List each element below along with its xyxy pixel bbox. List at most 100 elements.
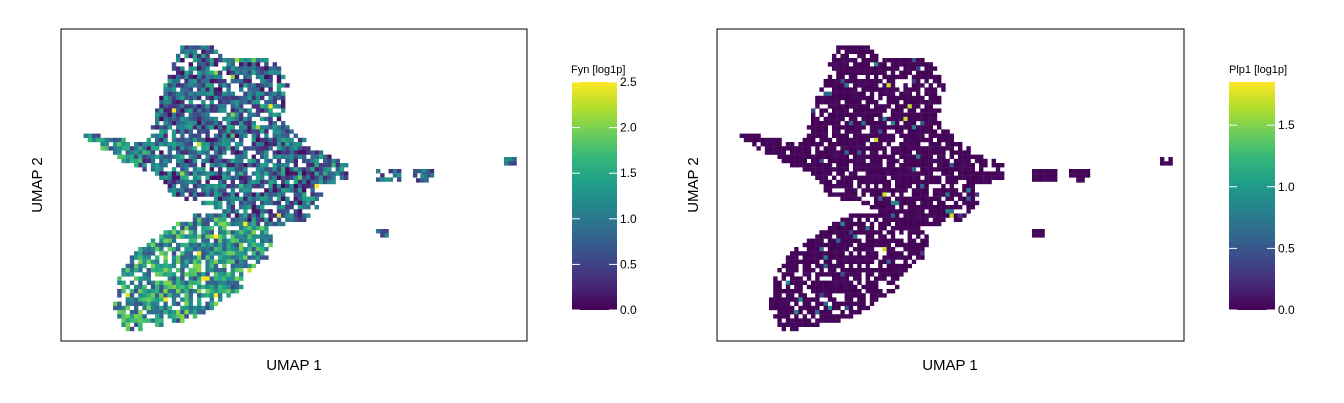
umap-point (188, 142, 193, 147)
umap-point (247, 247, 252, 252)
umap-point (180, 221, 185, 227)
umap-point (916, 116, 921, 122)
umap-point (302, 150, 307, 155)
umap-point (878, 163, 883, 168)
umap-point (781, 322, 786, 327)
umap-point (924, 146, 929, 151)
umap-point (239, 272, 244, 277)
umap-point (180, 175, 185, 180)
umap-point (958, 142, 963, 147)
umap-point (146, 268, 151, 273)
umap-point (916, 221, 921, 227)
umap-point (874, 280, 879, 285)
umap-point (226, 175, 231, 180)
umap-point (840, 125, 845, 130)
umap-point (260, 129, 265, 134)
umap-point (306, 171, 311, 176)
umap-point (907, 255, 912, 260)
umap-point (176, 171, 181, 176)
umap-point (184, 121, 189, 126)
umap-point (853, 49, 858, 54)
umap-point (281, 104, 286, 109)
umap-point (861, 192, 866, 197)
umap-point (840, 45, 845, 50)
umap-point (865, 234, 870, 239)
umap-point (302, 167, 307, 172)
umap-point (155, 318, 160, 323)
colorbar-ticks: 0.00.51.01.5 (1229, 118, 1295, 317)
umap-point (176, 116, 181, 122)
umap-point (180, 263, 185, 269)
umap-point (806, 305, 812, 311)
umap-point (218, 213, 223, 218)
umap-point (272, 163, 277, 168)
umap-point (192, 121, 198, 126)
umap-point (230, 234, 235, 239)
umap-point (171, 314, 177, 319)
umap-point (823, 242, 828, 248)
umap-point (129, 326, 135, 332)
umap-point (243, 154, 248, 159)
umap-point (958, 154, 963, 159)
umap-point (318, 154, 324, 159)
umap-point (134, 255, 139, 260)
umap-point (907, 251, 912, 256)
umap-point (853, 272, 858, 277)
umap-point (777, 293, 782, 298)
umap-point (853, 276, 858, 281)
umap-point (853, 108, 858, 113)
umap-point (899, 175, 904, 180)
umap-point (777, 280, 782, 285)
umap-point (857, 280, 862, 285)
umap-point (806, 276, 812, 281)
umap-point (129, 263, 135, 269)
umap-point (159, 158, 164, 164)
umap-point (895, 58, 900, 63)
umap-point (781, 297, 786, 302)
umap-point (882, 121, 887, 126)
umap-point (264, 192, 269, 197)
umap-point (865, 251, 870, 256)
umap-point (916, 179, 921, 185)
umap-point (230, 247, 235, 252)
umap-point (874, 238, 879, 243)
umap-point (243, 192, 248, 197)
umap-point (281, 188, 286, 193)
umap-point (268, 184, 273, 189)
umap-point (251, 234, 256, 239)
umap-point (117, 314, 122, 319)
umap-point (987, 179, 992, 185)
umap-point (117, 276, 122, 281)
umap-point (260, 58, 265, 63)
umap-point (781, 263, 786, 269)
umap-point (832, 247, 837, 252)
umap-point (844, 184, 849, 189)
umap-point (819, 242, 824, 248)
umap-point (163, 154, 168, 159)
umap-point (962, 184, 967, 189)
umap-point (167, 95, 172, 101)
umap-point (832, 95, 837, 101)
umap-point (251, 58, 256, 63)
umap-point (142, 154, 147, 159)
umap-point (874, 242, 879, 248)
umap-point (895, 171, 900, 176)
umap-point (903, 83, 908, 88)
umap-point (129, 297, 135, 302)
umap-point (222, 116, 227, 122)
umap-point (823, 259, 828, 264)
umap-point (920, 255, 925, 260)
colorbar-tick-label: 0.0 (1278, 303, 1295, 317)
umap-point (281, 209, 286, 214)
umap-point (811, 171, 816, 176)
umap-point (255, 226, 261, 231)
umap-point (239, 133, 244, 138)
umap-point (953, 158, 959, 164)
umap-point (251, 129, 256, 134)
umap-point (924, 154, 929, 159)
umap-point (916, 209, 921, 214)
umap-point (180, 192, 185, 197)
umap-point (832, 318, 837, 323)
umap-point (180, 289, 185, 294)
umap-point (150, 247, 156, 252)
